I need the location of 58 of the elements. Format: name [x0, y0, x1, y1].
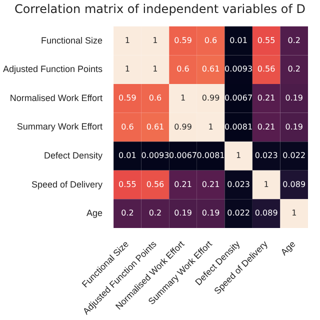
data-label: 1 [292, 208, 297, 218]
data-label: 0.0067 [169, 151, 197, 160]
y-tick-label: Age [86, 208, 103, 218]
data-label: 0.6 [121, 122, 134, 132]
data-label: 0.19 [174, 208, 192, 218]
y-tick-label: Functional Size [41, 35, 103, 46]
data-label: 1 [236, 151, 242, 160]
data-label: 1 [152, 36, 158, 45]
data-label: 1 [152, 64, 158, 74]
data-label: 0.01 [230, 36, 248, 45]
data-label: 0.56 [146, 180, 164, 189]
data-label: 0.089 [282, 180, 306, 189]
data-label: 0.19 [202, 208, 220, 218]
data-label: 0.6 [148, 93, 162, 102]
data-label: 0.2 [288, 36, 300, 45]
data-label: 0.2 [148, 208, 162, 218]
data-label: 1 [180, 93, 186, 102]
data-label: 0.01 [118, 151, 136, 160]
data-label: 0.55 [118, 180, 136, 189]
data-label: 0.19 [285, 93, 304, 102]
data-label: 0.022 [282, 151, 306, 160]
data-label: 0.56 [257, 64, 276, 74]
data-label: 1 [264, 180, 269, 189]
data-label: 0.21 [202, 180, 220, 189]
data-label: 0.022 [227, 208, 250, 218]
data-label: 0.023 [227, 180, 250, 189]
data-label: 0.59 [118, 93, 136, 102]
data-label: 0.089 [254, 208, 278, 218]
data-label: 0.0081 [224, 122, 253, 132]
y-tick-label: Defect Density [44, 150, 104, 160]
data-label: 0.61 [202, 64, 220, 74]
y-tick-label: Adjusted Function Points [2, 64, 104, 74]
data-label: 1 [124, 36, 130, 45]
data-label: 0.0067 [224, 93, 253, 102]
data-label: 0.0081 [196, 151, 225, 160]
y-tick-label: Speed of Delivery [32, 179, 104, 190]
data-label: 0.55 [257, 36, 276, 45]
data-label: 0.023 [254, 151, 278, 160]
data-label: 0.19 [285, 122, 304, 132]
y-tick-label: Normalised Work Effort [10, 92, 104, 103]
data-label: 0.6 [176, 64, 190, 74]
data-label: 0.21 [257, 122, 276, 132]
data-label: 1 [124, 64, 130, 74]
chart-title: Correlation matrix of independent variables of D [13, 1, 307, 18]
data-label: 1 [208, 122, 214, 132]
data-label: 0.0093 [224, 64, 253, 74]
x-tick-label: Age [278, 238, 298, 258]
data-label: 0.6 [204, 36, 218, 45]
data-label: 0.2 [288, 64, 300, 74]
data-label: 0.21 [174, 180, 192, 189]
data-label: 0.99 [202, 93, 220, 102]
data-label: 0.59 [174, 36, 192, 45]
data-label: 0.61 [146, 122, 164, 132]
data-label: 0.2 [121, 208, 134, 218]
data-label: 0.21 [257, 93, 276, 102]
y-tick-label: Summary Work Effort [16, 122, 104, 132]
data-label: 0.99 [174, 122, 192, 132]
data-label: 0.0093 [141, 151, 170, 160]
